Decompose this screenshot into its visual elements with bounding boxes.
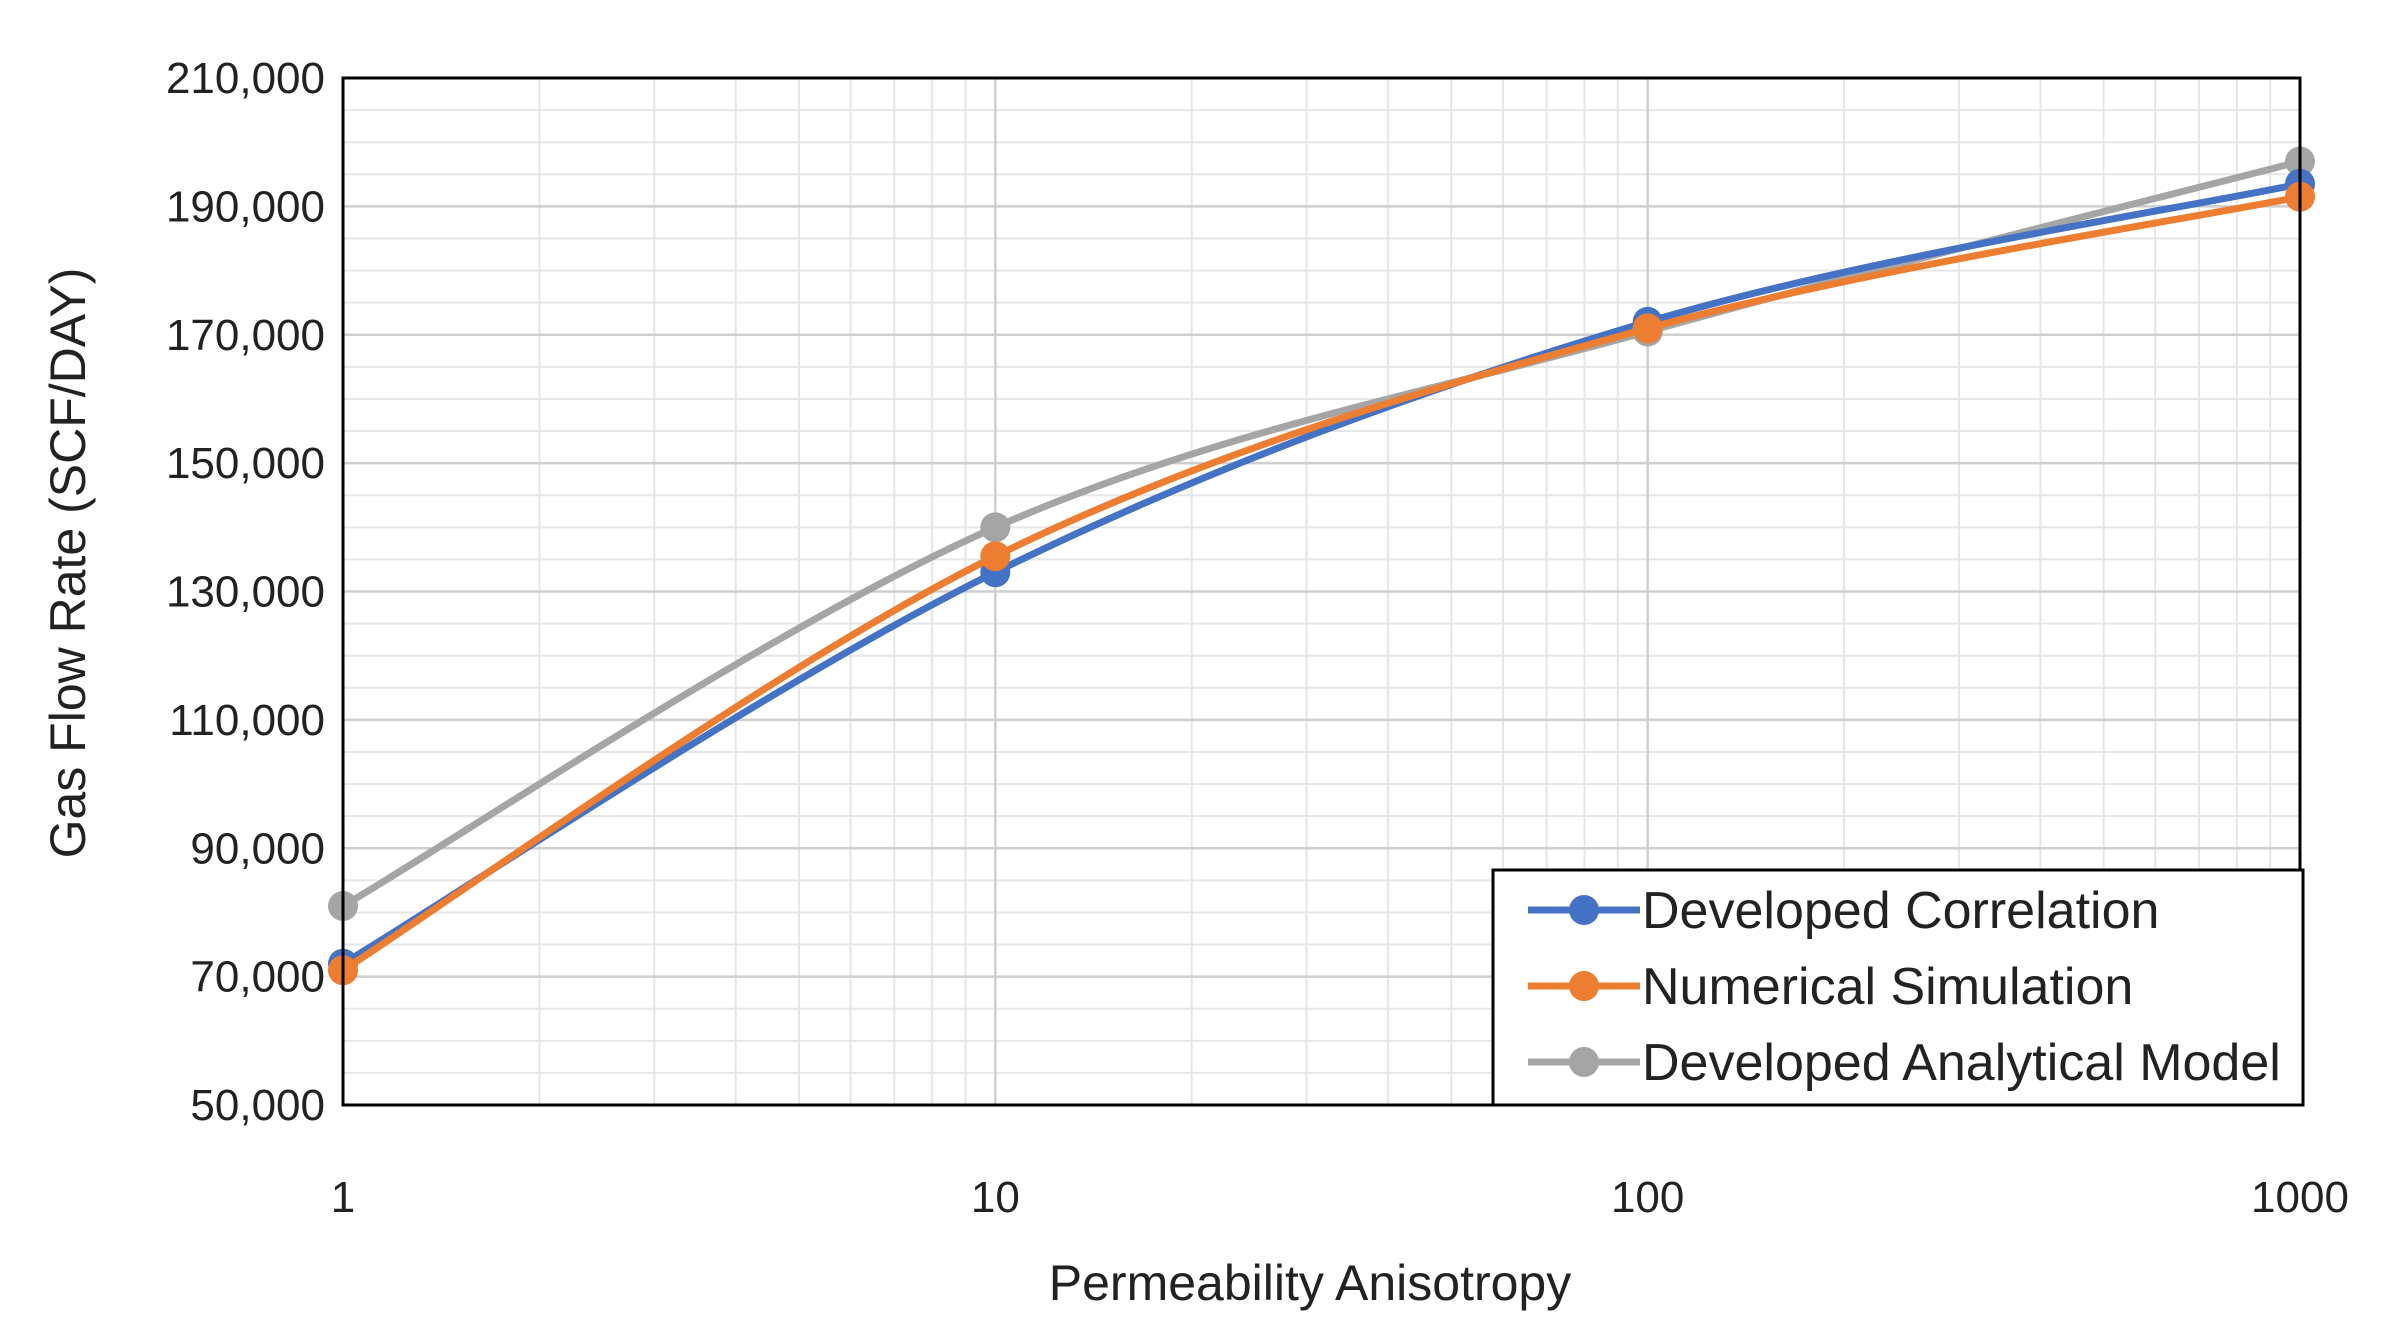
plot-frame [341,76,2302,1107]
series-line [339,193,2304,974]
legend-label: Developed Analytical Model [1642,1034,2281,1092]
legend-swatch-marker [1569,895,1599,925]
x-tick-label: 1 [331,1173,355,1222]
y-tick-label: 190,000 [166,182,325,231]
y-tick-label: 90,000 [190,824,325,873]
legend-item: Developed Correlation [1528,882,2159,940]
legend: Developed Correlation Numerical Simulatio… [1491,868,2305,1107]
series-developed-analytical-model [328,146,2315,922]
y-axis-title: Gas Flow Rate (SCF/DAY) [40,268,96,859]
data-point [1632,313,1663,344]
y-tick-label: 150,000 [166,439,325,488]
series-layer [328,146,2315,986]
tick-labels: 50,000 70,000 90,000 110,000 130,000 150,000 1… [166,54,2349,1222]
y-tick-label: 170,000 [166,311,325,360]
y-tick-label: 70,000 [190,953,325,1002]
legend-swatch-marker [1569,1047,1599,1077]
legend-item: Numerical Simulation [1528,958,2133,1016]
legend-label: Developed Correlation [1642,882,2159,940]
x-tick-label: 10 [971,1173,1020,1222]
y-tick-label: 210,000 [166,54,325,103]
legend-items: Developed Correlation Numerical Simulatio… [1528,882,2281,1092]
legend-item: Developed Analytical Model [1528,1034,2281,1092]
y-tick-label: 110,000 [169,696,325,745]
series-developed-correlation [328,168,2315,979]
legend-swatch-marker [1569,971,1599,1001]
data-point [980,541,1011,572]
x-tick-label: 1000 [2251,1173,2349,1222]
x-tick-label: 100 [1611,1173,1684,1222]
series-line [339,157,2304,910]
y-tick-label: 50,000 [190,1081,325,1130]
series-numerical-simulation [328,181,2315,986]
x-axis-title: Permeability Anisotropy [1049,1255,1571,1311]
data-point [980,512,1011,543]
series-line [339,180,2304,968]
legend-label: Numerical Simulation [1642,958,2133,1016]
y-tick-label: 130,000 [166,568,325,617]
